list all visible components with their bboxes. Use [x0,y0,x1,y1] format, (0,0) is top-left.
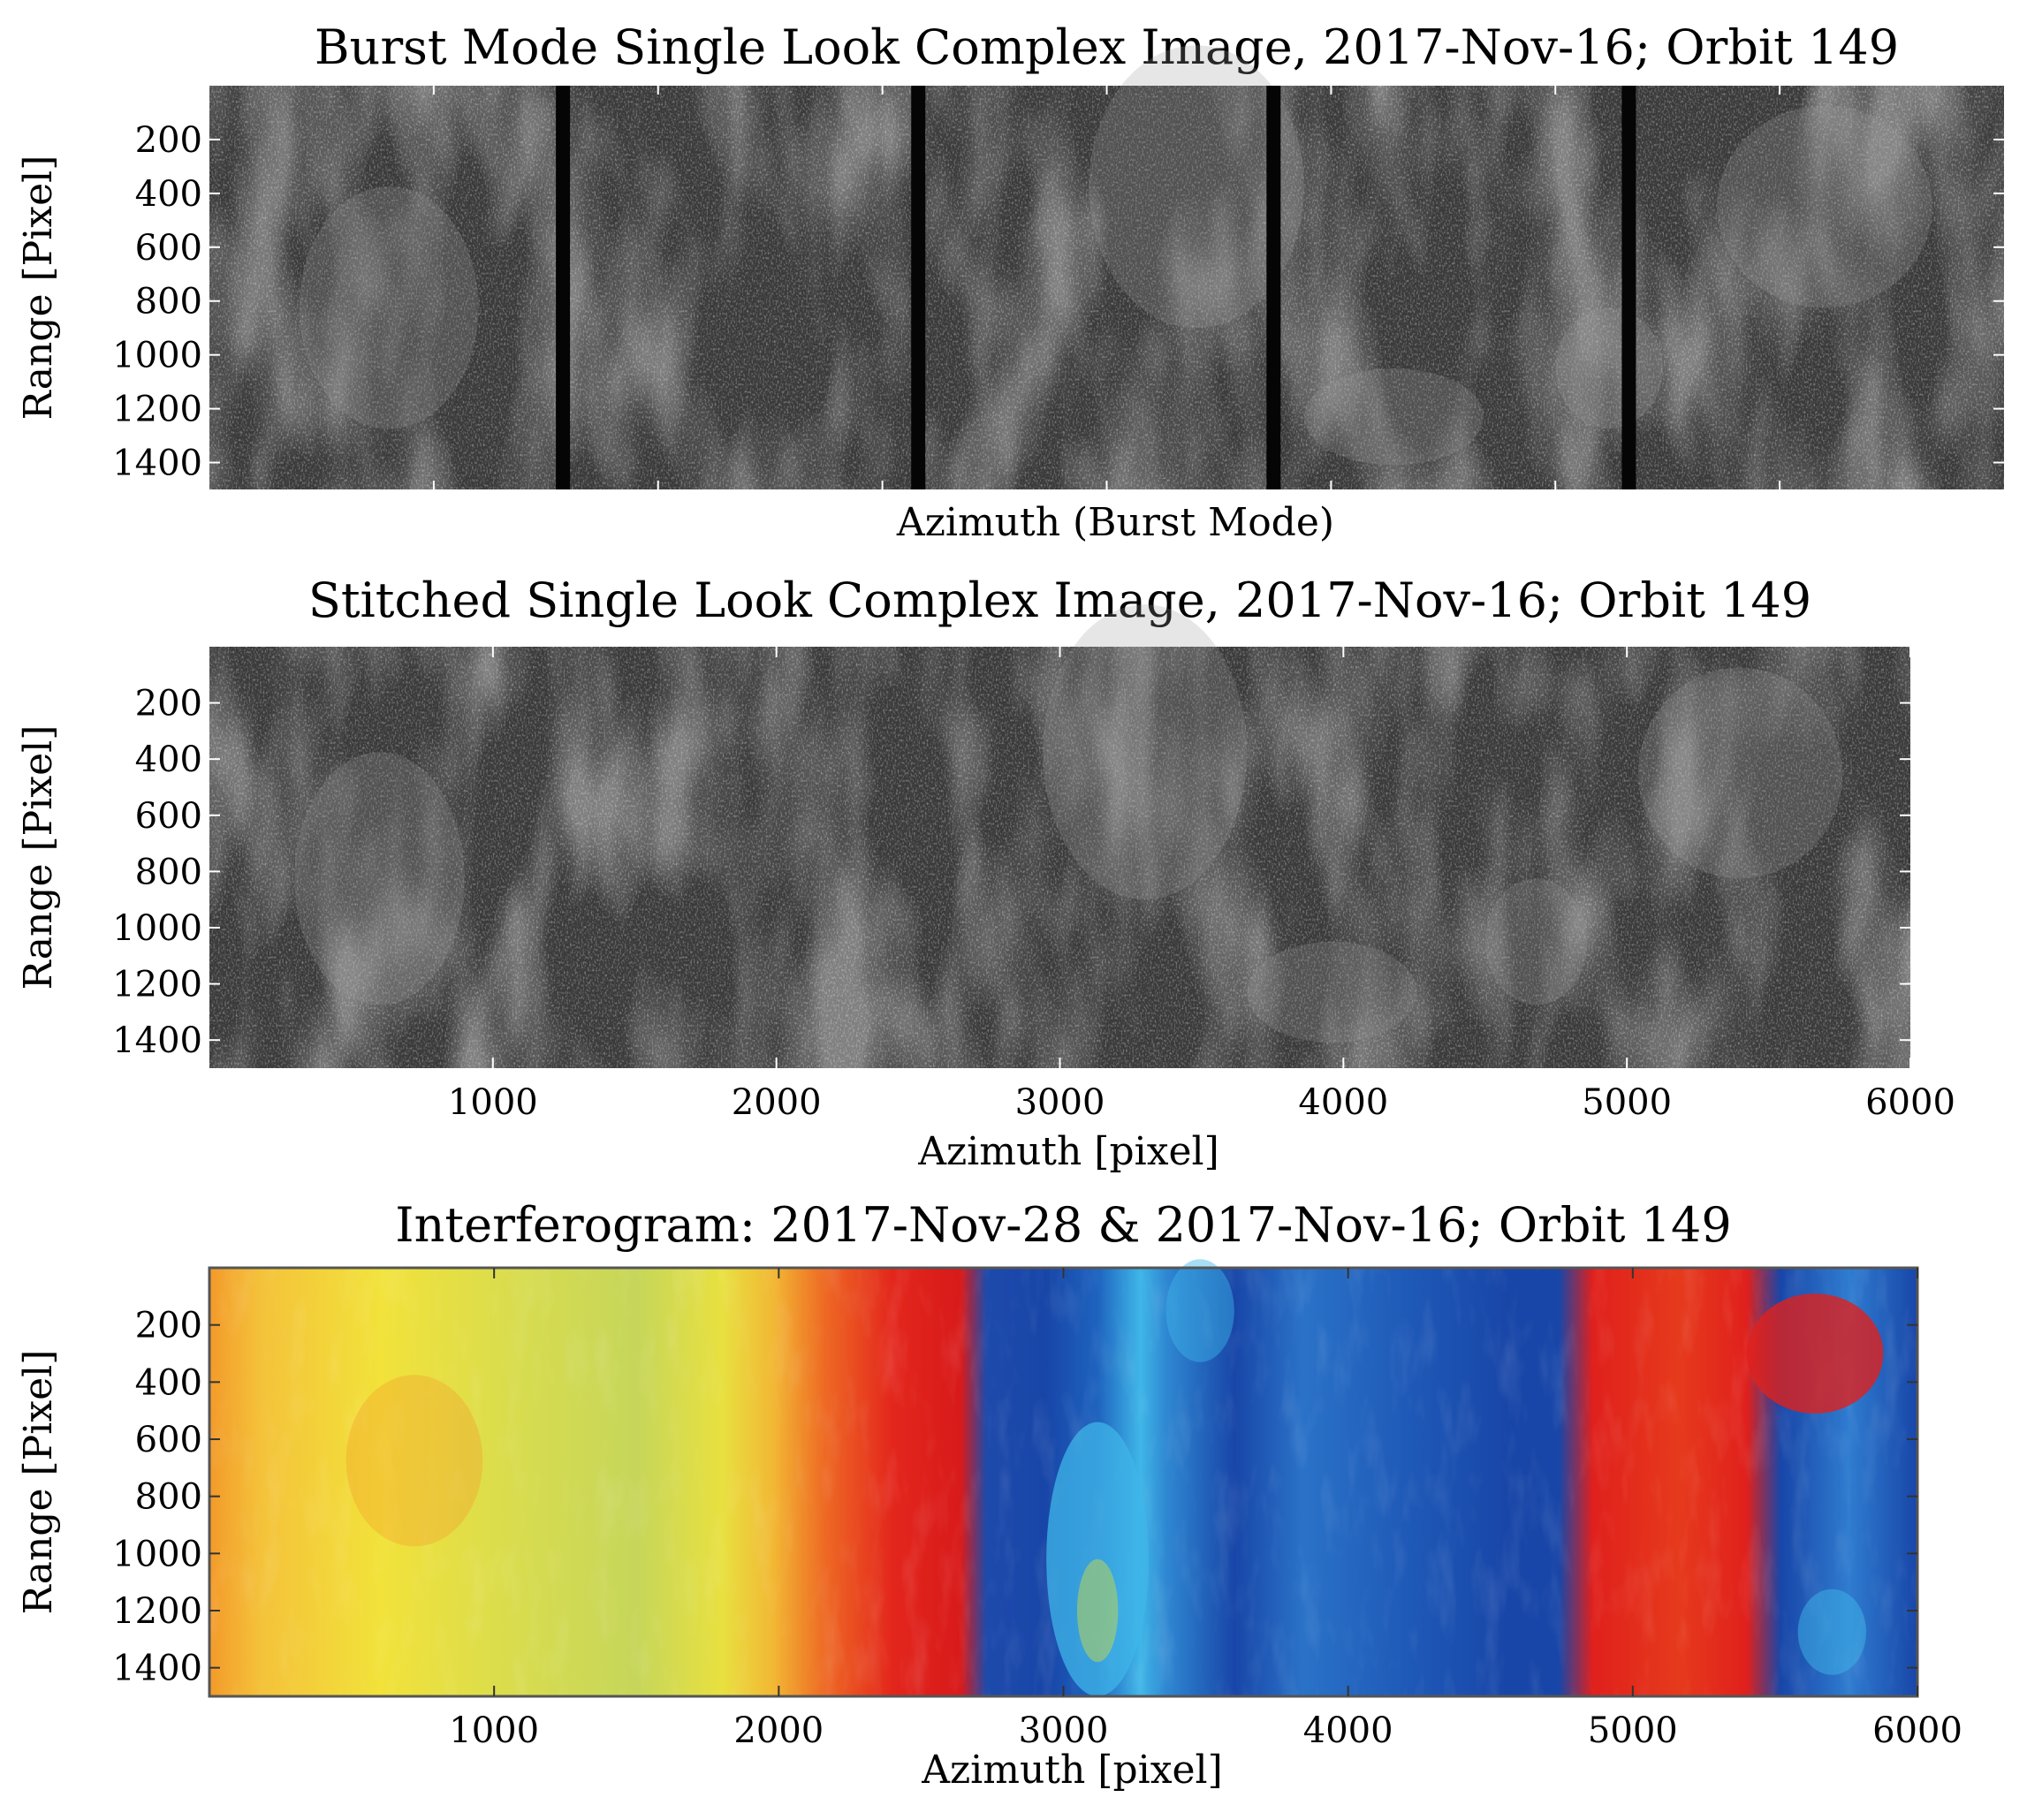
burst-gap [1621,86,1636,489]
y-tick-label: 1000 [112,1534,202,1574]
x-tick-label: 1000 [449,1710,539,1751]
y-tick-label: 1400 [112,1649,202,1689]
x-tick-label: 3000 [1015,1082,1105,1123]
x-tick-label: 5000 [1582,1082,1672,1123]
x-tick-label: 2000 [732,1082,822,1123]
y-tick-label: 600 [135,228,202,269]
y-tick-label: 1200 [112,1591,202,1632]
y-tick-label: 1400 [112,444,202,484]
panel-stitched: Stitched Single Look Complex Image, 2017… [16,573,1955,1174]
x-tick-label: 4000 [1303,1710,1393,1751]
y-tick-label: 800 [135,1477,202,1518]
burst-gap [1266,86,1281,489]
y-tick-label: 200 [135,120,202,161]
bright-feature [1484,878,1588,1005]
image-speckle [209,86,2004,489]
y-tick-label: 600 [135,1420,202,1460]
y-tick-label: 800 [135,282,202,322]
x-axis-label: Azimuth (Burst Mode) [896,500,1334,545]
burst-gap [911,86,926,489]
red-region [1746,1293,1884,1414]
image-speckle [209,647,1910,1068]
y-tick-label: 1000 [112,908,202,949]
y-tick-label: 200 [135,1306,202,1346]
light-blue-region [1797,1589,1867,1675]
green-region [1076,1558,1119,1663]
bright-feature [1555,307,1664,429]
panel-burst: Burst Mode Single Look Complex Image, 20… [16,19,2004,545]
y-tick-label: 200 [135,684,202,724]
x-tick-label: 6000 [1872,1710,1962,1751]
x-tick-label: 4000 [1298,1082,1388,1123]
bright-feature [1043,604,1248,900]
y-tick-label: 1000 [112,336,202,376]
bright-feature [1717,105,1932,308]
light-blue-region [1165,1259,1234,1362]
x-tick-label: 3000 [1019,1710,1109,1751]
x-tick-label: 2000 [733,1710,824,1751]
bright-feature [1247,941,1417,1043]
x-tick-label: 1000 [448,1082,538,1123]
y-tick-label: 1200 [112,965,202,1005]
y-axis-label: Range [Pixel] [16,1350,61,1615]
bright-feature [294,752,465,1005]
y-tick-label: 1200 [112,390,202,430]
orange-region [345,1375,483,1547]
y-tick-label: 800 [135,852,202,892]
y-tick-label: 400 [135,739,202,780]
panel-interferogram: Interferogram: 2017-Nov-28 & 2017-Nov-16… [16,1197,1962,1793]
bright-feature [1638,667,1842,879]
x-axis-label: Azimuth [pixel] [917,1129,1219,1174]
x-axis-label: Azimuth [pixel] [921,1748,1223,1793]
y-tick-label: 1400 [112,1020,202,1061]
bright-feature [299,186,479,429]
panel-title: Burst Mode Single Look Complex Image, 20… [315,19,1899,75]
burst-gap [556,86,571,489]
panel-title: Interferogram: 2017-Nov-28 & 2017-Nov-16… [395,1197,1731,1253]
x-tick-label: 6000 [1865,1082,1955,1123]
bright-feature [1089,45,1304,329]
y-axis-label: Range [Pixel] [16,725,61,990]
y-tick-label: 600 [135,796,202,837]
y-tick-label: 400 [135,1362,202,1403]
panel-title: Stitched Single Look Complex Image, 2017… [308,573,1811,628]
x-tick-label: 5000 [1588,1710,1678,1751]
y-axis-label: Range [Pixel] [16,155,61,421]
image-area [209,604,1910,1068]
image-area [209,1259,1917,1697]
bright-feature [1303,368,1484,466]
image-area [209,45,2004,489]
y-tick-label: 400 [135,174,202,215]
